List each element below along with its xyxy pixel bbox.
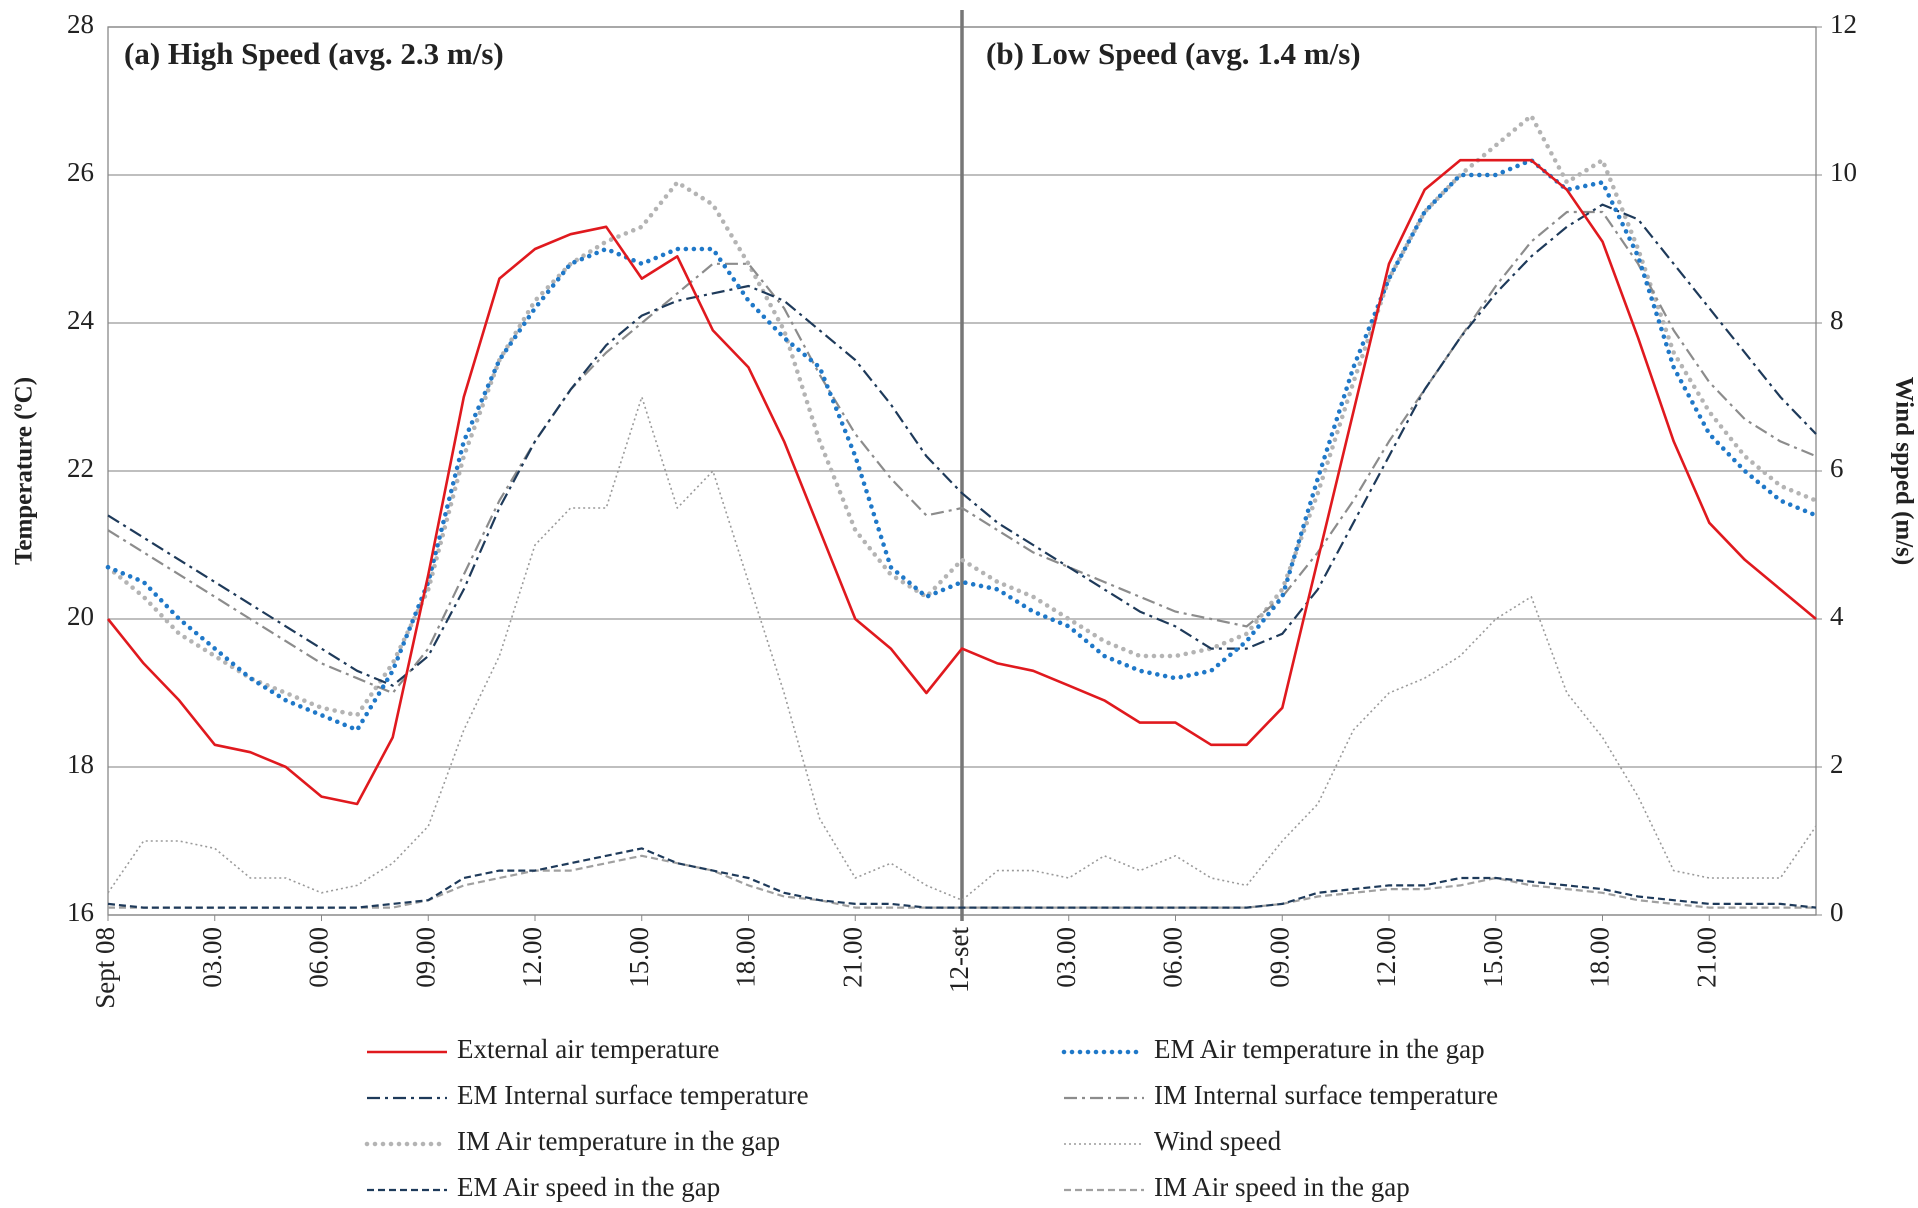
- series-line: [107, 210, 1817, 695]
- y-axis-label: Temperature (ºC): [11, 377, 38, 565]
- legend-label: IM Internal surface temperature: [1154, 1080, 1498, 1110]
- x-tick-label: 21.00: [837, 927, 867, 988]
- y-tick-label: 20: [67, 601, 94, 631]
- x-tick-label: 06.00: [1158, 927, 1188, 988]
- x-tick-label: 03.00: [197, 927, 227, 988]
- y-tick-label: 16: [67, 897, 94, 927]
- x-tick-label: 18.00: [731, 927, 761, 988]
- x-tick-label: 21.00: [1691, 927, 1721, 988]
- series-line: [106, 158, 1817, 806]
- x-tick-label: 09.00: [1264, 927, 1294, 988]
- y2-tick-label: 8: [1830, 305, 1844, 335]
- y2-tick-label: 10: [1830, 157, 1857, 187]
- y2-tick-label: 4: [1830, 601, 1844, 631]
- series-line: [107, 203, 1817, 687]
- series-line: [107, 396, 1817, 901]
- y2-tick-label: 12: [1830, 9, 1857, 39]
- y-tick-label: 24: [67, 305, 95, 335]
- panel-title: (a) High Speed (avg. 2.3 m/s): [124, 36, 504, 71]
- x-tick-label: 12-set: [944, 927, 974, 993]
- legend-label: EM Air speed in the gap: [457, 1172, 720, 1202]
- x-tick-label: 18.00: [1585, 927, 1615, 988]
- y2-tick-label: 2: [1830, 749, 1844, 779]
- legend-label: EM Internal surface temperature: [457, 1080, 809, 1110]
- y-tick-label: 28: [67, 9, 94, 39]
- y-tick-label: 26: [67, 157, 94, 187]
- series-line: [107, 847, 1817, 909]
- panel-title: (b) Low Speed (avg. 1.4 m/s): [986, 36, 1361, 71]
- y-tick-label: 18: [67, 749, 94, 779]
- x-tick-label: 09.00: [410, 927, 440, 988]
- x-tick-label: 15.00: [624, 927, 654, 988]
- y-tick-label: 22: [67, 453, 94, 483]
- legend-label: IM Air speed in the gap: [1154, 1172, 1410, 1202]
- x-tick-label: 15.00: [1478, 927, 1508, 988]
- x-tick-label: 12.00: [517, 927, 547, 988]
- y2-tick-label: 0: [1830, 897, 1844, 927]
- x-tick-label: Sept 08: [90, 927, 120, 1009]
- y2-axis-label: Wind spped (m/s): [1890, 377, 1917, 566]
- legend-label: External air temperature: [457, 1034, 719, 1064]
- x-tick-label: 12.00: [1371, 927, 1401, 988]
- x-tick-label: 06.00: [304, 927, 334, 988]
- x-tick-label: 03.00: [1051, 927, 1081, 988]
- y2-tick-label: 6: [1830, 453, 1844, 483]
- series-line: [105, 113, 1819, 718]
- legend-label: Wind speed: [1154, 1126, 1282, 1156]
- legend-label: EM Air temperature in the gap: [1154, 1034, 1485, 1064]
- legend-label: IM Air temperature in the gap: [457, 1126, 780, 1156]
